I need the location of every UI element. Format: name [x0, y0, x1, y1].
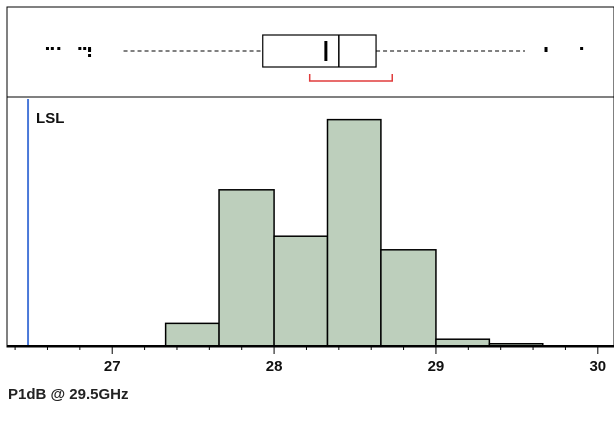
- histogram-bar: [435, 338, 491, 347]
- lsl-reference: LSL: [27, 99, 64, 346]
- boxplot-outlier-point: [544, 47, 548, 50]
- boxplot-outlier-point: [57, 47, 61, 50]
- boxplot-outlier-point: [83, 47, 87, 50]
- x-axis: 27 28 29 30: [7, 345, 614, 375]
- outlier-box-plot: [45, 34, 584, 82]
- boxplot-outlier-point: [45, 47, 49, 50]
- boxplot-box: [262, 34, 377, 68]
- x-tick-label: 27: [104, 358, 121, 375]
- histogram-bar: [380, 249, 437, 347]
- histogram-bar: [218, 189, 275, 347]
- lsl-label: LSL: [36, 110, 64, 127]
- boxplot-outlier-point: [544, 49, 548, 52]
- boxplot-outlier-point: [88, 54, 92, 57]
- x-tick-label: 29: [428, 358, 445, 375]
- histogram-bar: [164, 322, 220, 347]
- boxplot-outlier-point: [78, 47, 82, 50]
- histogram-bars: [164, 118, 544, 347]
- boxplot-outlier-point: [50, 47, 54, 50]
- x-tick-label: 30: [589, 358, 606, 375]
- histogram-bar: [326, 118, 382, 347]
- boxplot-outlier-point: [88, 47, 92, 50]
- x-axis-title: P1dB @ 29.5GHz: [8, 386, 129, 403]
- boxplot-outlier-point: [88, 49, 92, 52]
- boxplot-outlier-point: [580, 47, 584, 50]
- histogram-bar: [273, 235, 329, 347]
- boxplot-shortest-half-bracket: [308, 74, 393, 82]
- x-tick-label: 28: [266, 358, 283, 375]
